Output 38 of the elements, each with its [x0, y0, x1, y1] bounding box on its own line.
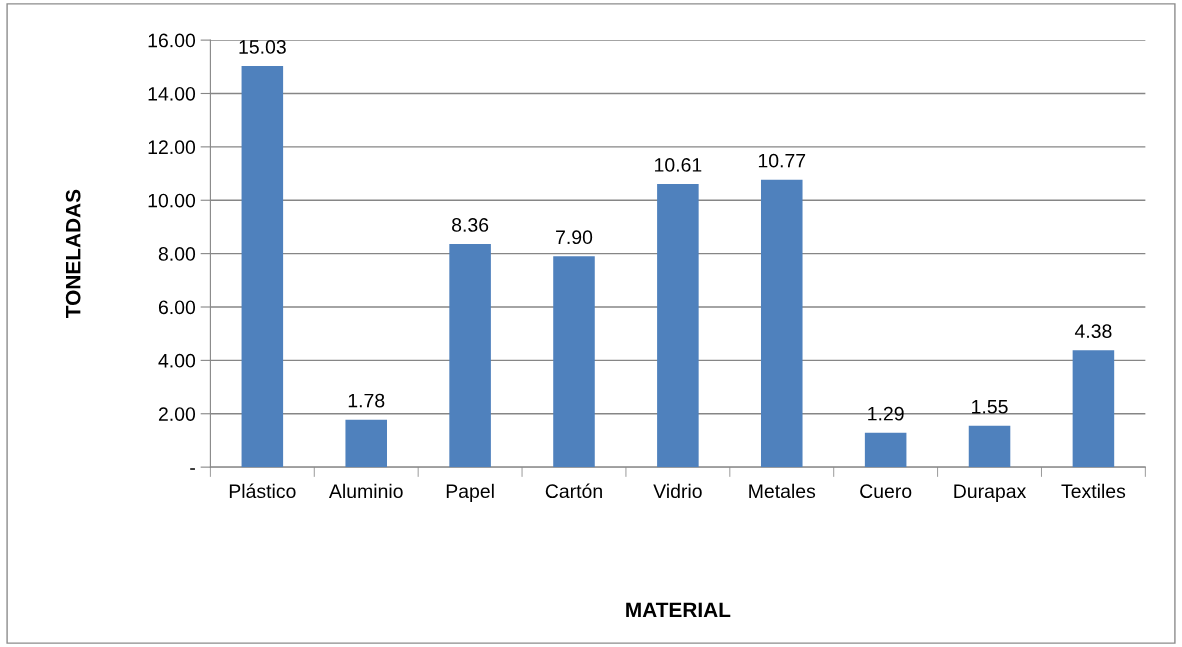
bar	[864, 432, 907, 468]
y-tick-label: 6.00	[158, 300, 196, 315]
x-tick-label: Cartón	[545, 483, 602, 499]
bar	[968, 425, 1011, 468]
data-label: 1.29	[868, 406, 904, 421]
bar	[449, 244, 491, 468]
bar	[760, 179, 803, 468]
data-label: 15.03	[239, 40, 286, 54]
y-tick-label: 10.00	[148, 193, 196, 208]
y-tick-label: 12.00	[148, 140, 196, 155]
data-label: 1.55	[972, 400, 1008, 414]
x-tick-label: Durapax	[954, 484, 1027, 502]
x-tick-label: Aluminio	[328, 483, 403, 499]
y-axis-title: TONELADAS	[65, 189, 81, 319]
x-axis-title: MATERIAL	[626, 602, 731, 618]
x-tick-label: Plástico	[229, 483, 296, 499]
data-label: 4.38	[1074, 324, 1112, 339]
y-tick-label: 8.00	[158, 247, 196, 261]
x-tick-label: Metales	[749, 483, 816, 499]
y-tick-label: -	[190, 468, 195, 470]
bar	[1072, 350, 1115, 468]
data-label: 7.90	[556, 230, 593, 245]
y-tick-label: 14.00	[148, 86, 196, 101]
data-label: 1.78	[348, 393, 385, 408]
x-tick-label: Papel	[446, 483, 494, 502]
bar	[345, 419, 387, 468]
y-tick-label: 16.00	[148, 33, 196, 48]
bar	[553, 256, 595, 468]
x-tick-label: Cuero	[860, 484, 912, 499]
data-label: 8.36	[452, 218, 489, 232]
data-label: 10.77	[758, 153, 806, 168]
y-tick-label: 4.00	[158, 353, 196, 368]
bar	[657, 183, 699, 468]
x-tick-label: Textiles	[1061, 483, 1126, 499]
y-tick-label: 2.00	[158, 407, 196, 421]
data-label: 10.61	[655, 158, 702, 172]
bar	[241, 66, 284, 468]
x-tick-label: Vidrio	[653, 483, 702, 499]
